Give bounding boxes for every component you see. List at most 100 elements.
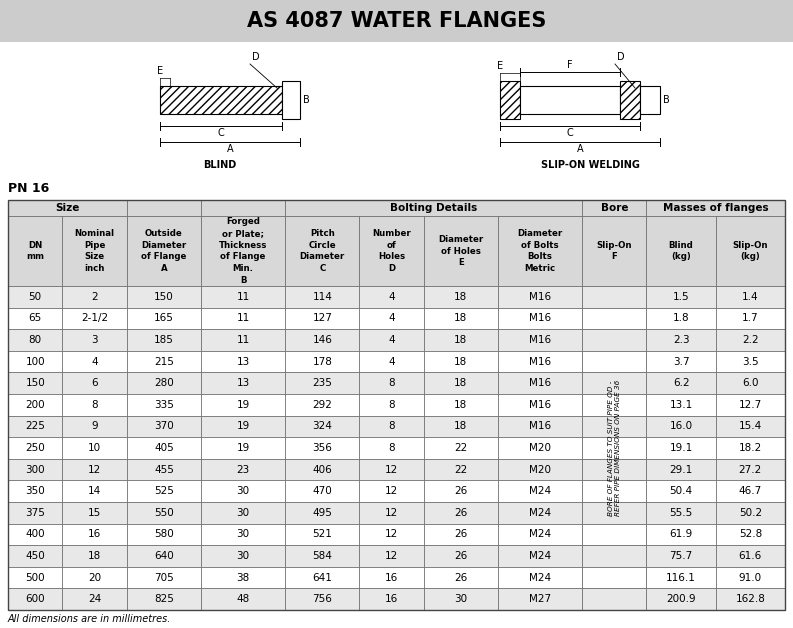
Bar [63, 480, 127, 502]
Bar [359, 351, 423, 372]
Text: 18: 18 [454, 313, 467, 323]
Bar [285, 545, 359, 567]
Text: M16: M16 [529, 313, 551, 323]
Bar [63, 567, 127, 588]
Bar [716, 480, 785, 502]
Text: 2: 2 [91, 292, 98, 302]
Bar [582, 286, 646, 308]
Bar [127, 416, 201, 437]
Text: 22: 22 [454, 465, 467, 475]
Text: 150: 150 [25, 378, 45, 388]
Text: 2-1/2: 2-1/2 [81, 313, 108, 323]
Text: 370: 370 [154, 421, 174, 431]
Bar [498, 567, 582, 588]
Text: 550: 550 [154, 508, 174, 518]
Bar [498, 394, 582, 416]
Bar [582, 437, 646, 459]
Bar [63, 545, 127, 567]
Bar [498, 480, 582, 502]
Bar [285, 437, 359, 459]
Bar [582, 329, 646, 351]
Bar [127, 588, 201, 610]
Bar [201, 351, 285, 372]
Bar [582, 480, 646, 502]
Bar [127, 329, 201, 351]
Bar [498, 459, 582, 480]
Bar [127, 459, 201, 480]
Text: 185: 185 [154, 335, 174, 345]
Text: Forged
or Plate;
Thickness
of Flange
Min.
B: Forged or Plate; Thickness of Flange Min… [219, 217, 267, 285]
Bar [127, 394, 201, 416]
Bar [582, 524, 646, 545]
Bar [582, 437, 646, 459]
Text: 18: 18 [454, 335, 467, 345]
Bar [201, 567, 285, 588]
Bar [498, 216, 582, 286]
Bar [498, 502, 582, 524]
Bar [716, 502, 785, 524]
Bar [63, 308, 127, 329]
Bar [423, 545, 498, 567]
Bar [0, 0, 793, 42]
Bar [582, 416, 646, 437]
Text: 146: 146 [312, 335, 332, 345]
Bar [646, 545, 716, 567]
Bar [201, 437, 285, 459]
Bar [716, 351, 785, 372]
Bar [8, 200, 785, 610]
Bar [582, 567, 646, 588]
Bar [582, 588, 646, 610]
Bar [285, 372, 359, 394]
Text: C: C [567, 128, 573, 138]
Bar [285, 480, 359, 502]
Text: 11: 11 [236, 335, 250, 345]
Text: 114: 114 [312, 292, 332, 302]
Text: Bore: Bore [600, 203, 628, 213]
Bar [63, 502, 127, 524]
Bar [127, 437, 201, 459]
Text: E: E [157, 66, 163, 76]
Text: M24: M24 [529, 529, 551, 539]
Bar [201, 308, 285, 329]
Bar [127, 351, 201, 372]
Bar [8, 588, 63, 610]
Text: 12: 12 [385, 529, 398, 539]
Text: 6.2: 6.2 [672, 378, 689, 388]
Text: 15.4: 15.4 [739, 421, 762, 431]
Text: 200: 200 [25, 400, 45, 410]
Bar [646, 216, 716, 286]
Text: 65: 65 [29, 313, 42, 323]
Text: 6: 6 [91, 378, 98, 388]
Text: 825: 825 [154, 594, 174, 604]
Bar [201, 216, 285, 286]
Bar [582, 308, 646, 329]
Text: 12.7: 12.7 [739, 400, 762, 410]
Text: F: F [567, 60, 573, 70]
Text: 3.7: 3.7 [672, 357, 689, 367]
Text: 26: 26 [454, 529, 467, 539]
Text: 4: 4 [389, 292, 395, 302]
Text: 8: 8 [389, 378, 395, 388]
Bar [8, 286, 63, 308]
Bar [201, 372, 285, 394]
Bar [285, 588, 359, 610]
Text: 50: 50 [29, 292, 42, 302]
Bar [423, 351, 498, 372]
Bar [716, 588, 785, 610]
Text: Size: Size [56, 203, 79, 213]
Bar [201, 480, 285, 502]
Bar [63, 459, 127, 480]
Bar [201, 394, 285, 416]
Text: 580: 580 [154, 529, 174, 539]
Text: 100: 100 [25, 357, 45, 367]
Text: 55.5: 55.5 [669, 508, 693, 518]
Text: 200.9: 200.9 [666, 594, 696, 604]
Bar [8, 545, 63, 567]
Text: 521: 521 [312, 529, 332, 539]
Text: 450: 450 [25, 551, 45, 561]
Bar [201, 459, 285, 480]
Text: 30: 30 [454, 594, 467, 604]
Text: 640: 640 [154, 551, 174, 561]
Bar [63, 286, 127, 308]
Text: 46.7: 46.7 [739, 486, 762, 496]
